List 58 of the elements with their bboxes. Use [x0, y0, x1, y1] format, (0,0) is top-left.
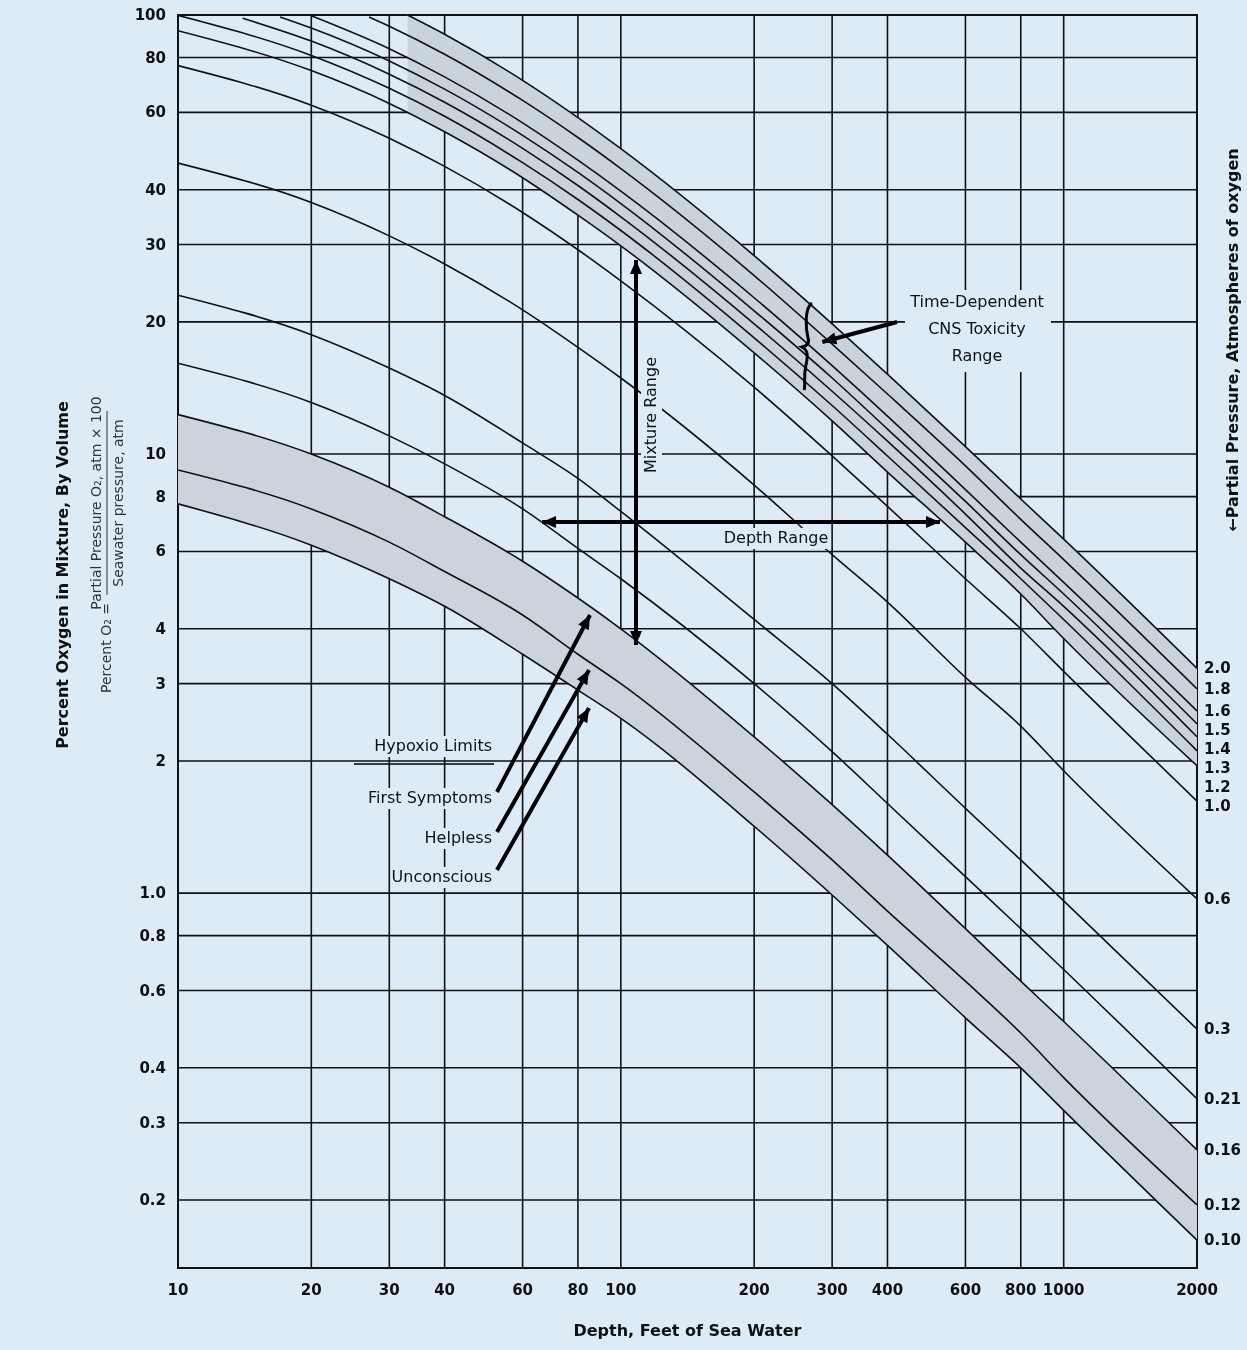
y-tick-label: 10 [145, 445, 166, 464]
x-tick-label: 10 [167, 1281, 189, 1299]
x-tick-label: 80 [567, 1281, 589, 1299]
y-tick-label: 1.0 [139, 884, 166, 903]
series-label: 0.21 [1204, 1089, 1242, 1108]
annotation: Depth Range [723, 528, 829, 547]
annotation: Unconscious [391, 867, 492, 886]
y-tick-label: 3 [155, 674, 166, 693]
y-tick-label: 20 [145, 312, 166, 331]
series-label: 0.3 [1204, 1020, 1231, 1039]
y-tick-label: 80 [145, 48, 166, 67]
y-tick-label: 0.8 [139, 926, 166, 945]
x-tick-label: 300 [816, 1281, 848, 1299]
series-label: 1.2 [1204, 777, 1231, 796]
y-tick-label: 60 [145, 103, 166, 122]
annotation: Mixture Range [641, 357, 660, 473]
y-tick-label: 0.6 [139, 981, 166, 1000]
y-tick-label: 30 [145, 235, 166, 254]
y-tick-label: 8 [155, 487, 166, 506]
series-label: 1.8 [1204, 679, 1231, 698]
x-tick-label: 1000 [1042, 1281, 1085, 1299]
text: Partial Pressure O₂, atm × 100 [88, 396, 104, 610]
series-label: 0.6 [1204, 889, 1231, 908]
series-label: 0.10 [1204, 1231, 1242, 1250]
series-label: 1.4 [1204, 739, 1231, 758]
y-tick-label: 0.2 [139, 1190, 166, 1209]
x-tick-label: 400 [871, 1281, 904, 1299]
y-tick-label: 0.3 [139, 1113, 166, 1132]
annotation: Hypoxio Limits [374, 736, 492, 755]
x-tick-label: 600 [949, 1281, 982, 1299]
series-label: 1.5 [1204, 720, 1231, 739]
y-tick-label: 0.4 [139, 1058, 166, 1077]
text: Seawater pressure, atm [110, 419, 126, 587]
annotation: Helpless [424, 828, 492, 847]
x-tick-label: 200 [738, 1281, 770, 1299]
y-tick-label: 2 [155, 751, 166, 770]
x-tick-label: 20 [300, 1281, 322, 1299]
x-tick-label: 30 [378, 1281, 400, 1299]
x-tick-label: 100 [605, 1281, 637, 1299]
x-tick-label: 2000 [1176, 1281, 1218, 1299]
y-tick-label: 40 [145, 180, 166, 199]
series-label: 1.6 [1204, 701, 1231, 720]
y-axis-title: Percent Oxygen in Mixture, By Volume [53, 400, 72, 749]
x-tick-label: 60 [512, 1281, 534, 1299]
series-label: 1.3 [1204, 758, 1231, 777]
x-axis-title: Depth, Feet of Sea Water [573, 1321, 802, 1340]
x-tick-label: 40 [434, 1281, 456, 1299]
series-label: 1.0 [1204, 796, 1231, 815]
y2-axis-title: ←Partial Pressure, Atmospheres of oxygen [1223, 148, 1242, 532]
annotation: Time-Dependent CNS Toxicity Range [909, 292, 1044, 365]
series-label: 2.0 [1204, 659, 1231, 678]
series-label: 0.12 [1204, 1195, 1242, 1214]
y-tick-label: 6 [155, 542, 166, 561]
series-label: 0.16 [1204, 1140, 1242, 1159]
annotation: First Symptoms [367, 788, 492, 807]
y-tick-label: 100 [134, 6, 166, 24]
y-tick-label: 4 [155, 619, 166, 638]
x-tick-label: 800 [1005, 1281, 1037, 1299]
